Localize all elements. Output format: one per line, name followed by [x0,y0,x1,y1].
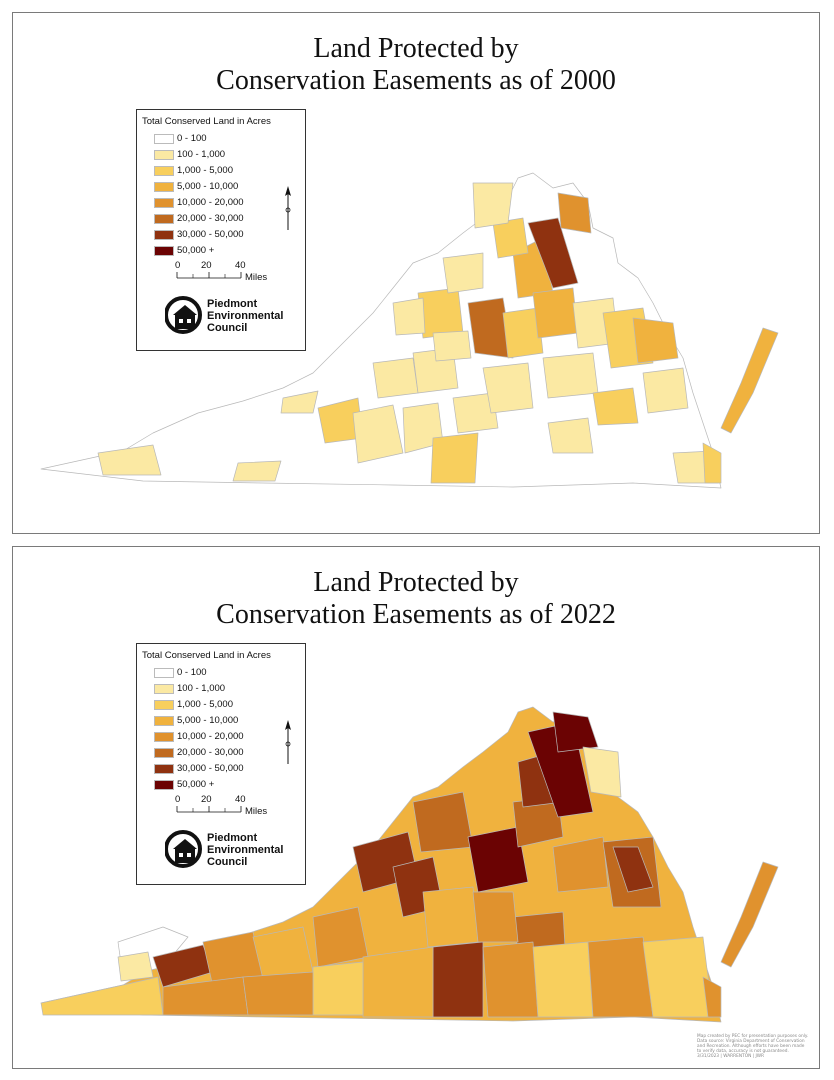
legend-label: 5,000 - 10,000 [177,181,239,192]
map-panel-2022: Land Protected by Conservation Easements… [12,546,820,1069]
pec-logo-icon [164,296,202,334]
legend-label: 10,000 - 20,000 [177,731,244,742]
legend-swatch [154,166,174,176]
virginia-map-2000 [40,172,779,489]
virginia-map-2022 [40,706,779,1023]
legend-swatch [154,230,174,240]
legend-swatch [154,198,174,208]
legend-title: Total Conserved Land in Acres [142,650,271,661]
legend-label: 30,000 - 50,000 [177,229,244,240]
scale-ruler [176,806,242,813]
logo-line2: Environmental [207,310,284,322]
scale-unit-label: Miles [245,806,268,817]
legend-swatch [154,684,174,694]
legend-swatch [154,668,174,678]
county-shapes [97,182,722,484]
credits-line: 3/31/2023 | WARRENTON | JWR [697,1054,764,1059]
legend-swatch [154,700,174,710]
map-title: Land Protected by Conservation Easements… [13,33,819,97]
legend-swatch [154,732,174,742]
eastern-shore [720,861,779,968]
scale-tick-label: 0 [175,260,181,271]
map-title-line1: Land Protected by [313,33,519,64]
map-title-line1: Land Protected by [313,567,519,598]
map-panel-2000: Land Protected by Conservation Easements… [12,12,820,534]
legend-label: 5,000 - 10,000 [177,715,239,726]
legend-swatch [154,748,174,758]
legend-swatch [154,716,174,726]
logo-line3: Council [207,856,248,868]
pec-logo-text: Piedmont Environmental Council [207,298,283,334]
legend-label: 0 - 100 [177,667,207,678]
map-credits: Map created by PEC for presentation purp… [697,1034,822,1059]
county-shapes [40,711,722,1018]
pec-logo: Piedmont Environmental Council [164,295,285,341]
legend-swatch [154,150,174,160]
scale-bar: 0 20 40 Miles [175,260,285,283]
legend-label: 30,000 - 50,000 [177,763,244,774]
legend-label: 1,000 - 5,000 [177,165,233,176]
eastern-shore [720,327,779,434]
scale-unit-label: Miles [245,272,268,283]
scale-ruler [176,272,242,279]
logo-line1: Piedmont [207,298,258,310]
scale-tick-label: 20 [201,794,212,805]
legend-label: 0 - 100 [177,133,207,144]
pec-logo: Piedmont Environmental Council [164,829,285,875]
legend-label: 50,000 + [177,779,215,790]
scale-bar: 0 20 40 Miles [175,794,285,817]
credits-line: Map created by PEC for presentation purp… [697,1034,809,1039]
legend-label: 20,000 - 30,000 [177,747,244,758]
credits-line: and Recreation. Although efforts have be… [697,1044,805,1049]
legend-label: 100 - 1,000 [177,149,226,160]
map-legend: Total Conserved Land in Acres 0 - 100 10… [136,643,306,885]
scale-tick-label: 40 [235,794,246,805]
scale-tick-label: 0 [175,794,181,805]
north-arrow-icon [285,186,291,230]
pec-logo-text: Piedmont Environmental Council [207,832,283,868]
legend-swatch [154,134,174,144]
legend-swatch [154,182,174,192]
legend-label: 100 - 1,000 [177,683,226,694]
logo-line1: Piedmont [207,832,258,844]
legend-label: 50,000 + [177,245,215,256]
logo-line3: Council [207,322,248,334]
logo-line2: Environmental [207,844,284,856]
legend-label: 20,000 - 30,000 [177,213,244,224]
legend-swatch [154,780,174,790]
scale-tick-label: 40 [235,260,246,271]
credits-line: Data source: Virginia Department of Cons… [697,1039,805,1044]
map-title-line2: Conservation Easements as of 2022 [216,599,616,630]
map-title-line2: Conservation Easements as of 2000 [216,65,616,96]
legend-swatch [154,764,174,774]
north-arrow-icon [285,720,291,764]
credits-line: to verify data, accuracy is not guarante… [697,1049,789,1054]
legend-title: Total Conserved Land in Acres [142,116,271,127]
legend-swatch [154,214,174,224]
pec-logo-icon [164,830,202,868]
map-legend: Total Conserved Land in Acres 0 - 100 10… [136,109,306,351]
scale-tick-label: 20 [201,260,212,271]
legend-label: 1,000 - 5,000 [177,699,233,710]
map-title: Land Protected by Conservation Easements… [13,567,819,631]
legend-label: 10,000 - 20,000 [177,197,244,208]
legend-swatch [154,246,174,256]
